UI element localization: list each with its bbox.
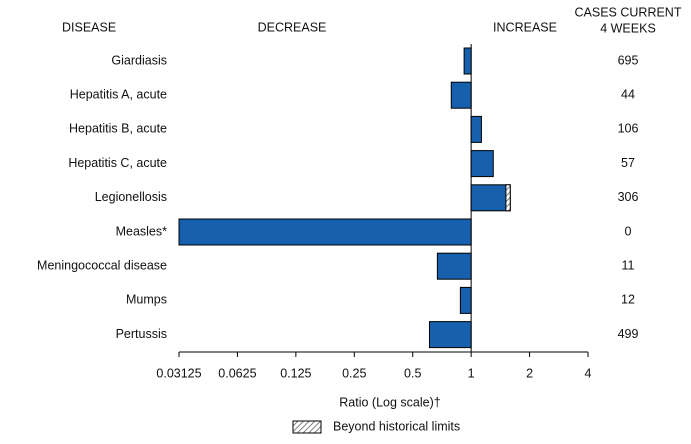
- header-increase: INCREASE: [493, 20, 557, 34]
- cases-value: 695: [618, 53, 639, 67]
- bar: [436, 252, 472, 280]
- bar: [470, 184, 511, 212]
- y-tick-label: Giardiasis: [111, 53, 167, 67]
- x-tick-label: 0.5: [404, 366, 421, 380]
- cases-value: 0: [625, 224, 632, 238]
- cases-value: 57: [621, 156, 635, 170]
- y-tick-label: Mumps: [126, 293, 167, 307]
- x-tick-label: 0.25: [342, 366, 366, 380]
- x-tick-label: 0.0625: [218, 366, 256, 380]
- y-tick-label: Hepatitis C, acute: [68, 156, 167, 170]
- bar: [470, 115, 482, 143]
- bar: [178, 218, 472, 246]
- cases-value: 44: [621, 87, 635, 101]
- beyond-limits: [505, 184, 511, 212]
- header-disease: DISEASE: [62, 20, 116, 34]
- x-tick-label: 1: [468, 366, 475, 380]
- bar: [470, 150, 494, 178]
- legend-label: Beyond historical limits: [333, 419, 460, 433]
- y-tick-label: Pertussis: [116, 327, 167, 341]
- cases-value: 306: [618, 190, 639, 204]
- bar: [428, 321, 472, 349]
- header-decrease: DECREASE: [258, 20, 327, 34]
- x-tick-label: 4: [585, 366, 592, 380]
- bar: [463, 47, 472, 75]
- cases-value: 12: [621, 293, 635, 307]
- header-cases: CASES CURRENT: [575, 5, 682, 19]
- cases-value: 499: [618, 327, 639, 341]
- x-tick-label: 0.03125: [156, 366, 201, 380]
- header-cases: 4 WEEKS: [600, 21, 656, 35]
- y-tick-label: Hepatitis A, acute: [70, 87, 167, 101]
- x-tick-label: 0.125: [280, 366, 311, 380]
- y-tick-label: Hepatitis B, acute: [69, 122, 167, 136]
- bar: [450, 81, 472, 109]
- bar: [459, 286, 472, 314]
- cases-value: 106: [618, 122, 639, 136]
- legend-swatch: [292, 420, 322, 434]
- y-tick-label: Meningococcal disease: [37, 258, 167, 272]
- x-axis-label: Ratio (Log scale)†: [339, 395, 440, 409]
- y-tick-label: Legionellosis: [95, 190, 167, 204]
- x-tick-label: 2: [526, 366, 533, 380]
- cases-value: 11: [622, 258, 635, 272]
- y-tick-label: Measles*: [116, 224, 168, 238]
